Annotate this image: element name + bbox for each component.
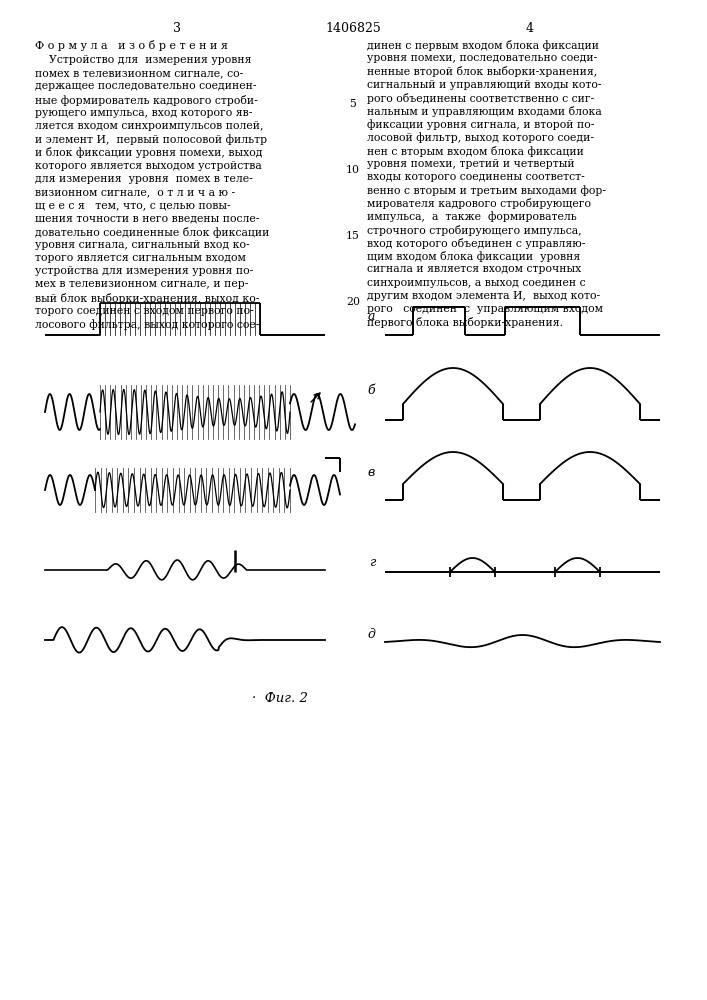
Text: д: д xyxy=(367,628,375,641)
Text: 10: 10 xyxy=(346,165,360,175)
Text: рого объединены соответственно с сиг-: рого объединены соответственно с сиг- xyxy=(367,93,595,104)
Text: вход которого объединен с управляю-: вход которого объединен с управляю- xyxy=(367,238,585,249)
Text: входы которого соединены соответст-: входы которого соединены соответст- xyxy=(367,172,585,182)
Text: лосового фильтра, выход которого сое-: лосового фильтра, выход которого сое- xyxy=(35,319,259,330)
Text: для измерения  уровня  помех в теле-: для измерения уровня помех в теле- xyxy=(35,174,252,184)
Text: ненные второй блок выборки-хранения,: ненные второй блок выборки-хранения, xyxy=(367,66,597,77)
Text: вый блок выборки-хранения, выход ко-: вый блок выборки-хранения, выход ко- xyxy=(35,293,259,304)
Text: венно с вторым и третьим выходами фор-: венно с вторым и третьим выходами фор- xyxy=(367,185,606,196)
Text: щим входом блока фиксации  уровня: щим входом блока фиксации уровня xyxy=(367,251,580,262)
Text: Ф о р м у л а   и з о б р е т е н и я: Ф о р м у л а и з о б р е т е н и я xyxy=(35,40,228,51)
Text: и блок фиксации уровня помехи, выход: и блок фиксации уровня помехи, выход xyxy=(35,147,262,158)
Text: 3: 3 xyxy=(173,22,181,35)
Text: б: б xyxy=(368,383,375,396)
Text: ные формирователь кадрового строби-: ные формирователь кадрового строби- xyxy=(35,95,258,106)
Text: нен с вторым входом блока фиксации: нен с вторым входом блока фиксации xyxy=(367,146,584,157)
Text: рующего импульса, вход которого яв-: рующего импульса, вход которого яв- xyxy=(35,108,252,118)
Text: шения точности в него введены после-: шения точности в него введены после- xyxy=(35,213,259,223)
Text: первого блока выборки-хранения.: первого блока выборки-хранения. xyxy=(367,317,563,328)
Text: мирователя кадрового стробирующего: мирователя кадрового стробирующего xyxy=(367,198,591,209)
Text: уровня сигнала, сигнальный вход ко-: уровня сигнала, сигнальный вход ко- xyxy=(35,240,250,250)
Text: г: г xyxy=(368,556,375,568)
Text: Устройство для  измерения уровня: Устройство для измерения уровня xyxy=(35,55,252,65)
Text: которого является выходом устройства: которого является выходом устройства xyxy=(35,161,262,171)
Text: 1406825: 1406825 xyxy=(325,22,381,35)
Text: рого   соединен  с  управляющим входом: рого соединен с управляющим входом xyxy=(367,304,603,314)
Text: динен с первым входом блока фиксации: динен с первым входом блока фиксации xyxy=(367,40,599,51)
Text: 20: 20 xyxy=(346,297,360,307)
Text: а: а xyxy=(368,310,375,324)
Text: ляется входом синхроимпульсов полей,: ляется входом синхроимпульсов полей, xyxy=(35,121,264,131)
Text: ·  Фиг. 2: · Фиг. 2 xyxy=(252,692,308,705)
Text: уровня помехи, третий и четвертый: уровня помехи, третий и четвертый xyxy=(367,159,575,169)
Text: 4: 4 xyxy=(526,22,534,35)
Text: торого является сигнальным входом: торого является сигнальным входом xyxy=(35,253,246,263)
Text: держащее последовательно соединен-: держащее последовательно соединен- xyxy=(35,81,257,91)
Text: сигнальный и управляющий входы кото-: сигнальный и управляющий входы кото- xyxy=(367,80,602,90)
Text: 5: 5 xyxy=(349,99,356,109)
Text: нальным и управляющим входами блока: нальным и управляющим входами блока xyxy=(367,106,602,117)
Text: импульса,  а  также  формирователь: импульса, а также формирователь xyxy=(367,212,577,222)
Text: устройства для измерения уровня по-: устройства для измерения уровня по- xyxy=(35,266,253,276)
Text: лосовой фильтр, выход которого соеди-: лосовой фильтр, выход которого соеди- xyxy=(367,132,594,143)
Text: сигнала и является входом строчных: сигнала и является входом строчных xyxy=(367,264,581,274)
Text: в: в xyxy=(368,466,375,479)
Text: помех в телевизионном сигнале, со-: помех в телевизионном сигнале, со- xyxy=(35,68,243,78)
Text: торого соединен с входом первого по-: торого соединен с входом первого по- xyxy=(35,306,254,316)
Text: 15: 15 xyxy=(346,231,360,241)
Text: фиксации уровня сигнала, и второй по-: фиксации уровня сигнала, и второй по- xyxy=(367,119,595,130)
Text: синхроимпульсов, а выход соединен с: синхроимпульсов, а выход соединен с xyxy=(367,278,585,288)
Text: визионном сигнале,  о т л и ч а ю -: визионном сигнале, о т л и ч а ю - xyxy=(35,187,235,197)
Text: и элемент И,  первый полосовой фильтр: и элемент И, первый полосовой фильтр xyxy=(35,134,267,145)
Text: щ е е с я   тем, что, с целью повы-: щ е е с я тем, что, с целью повы- xyxy=(35,200,230,210)
Text: строчного стробирующего импульса,: строчного стробирующего импульса, xyxy=(367,225,582,236)
Text: мех в телевизионном сигнале, и пер-: мех в телевизионном сигнале, и пер- xyxy=(35,279,248,289)
Text: уровня помехи, последовательно соеди-: уровня помехи, последовательно соеди- xyxy=(367,53,597,63)
Text: другим входом элемента И,  выход кото-: другим входом элемента И, выход кото- xyxy=(367,291,600,301)
Text: довательно соединенные блок фиксации: довательно соединенные блок фиксации xyxy=(35,227,269,238)
